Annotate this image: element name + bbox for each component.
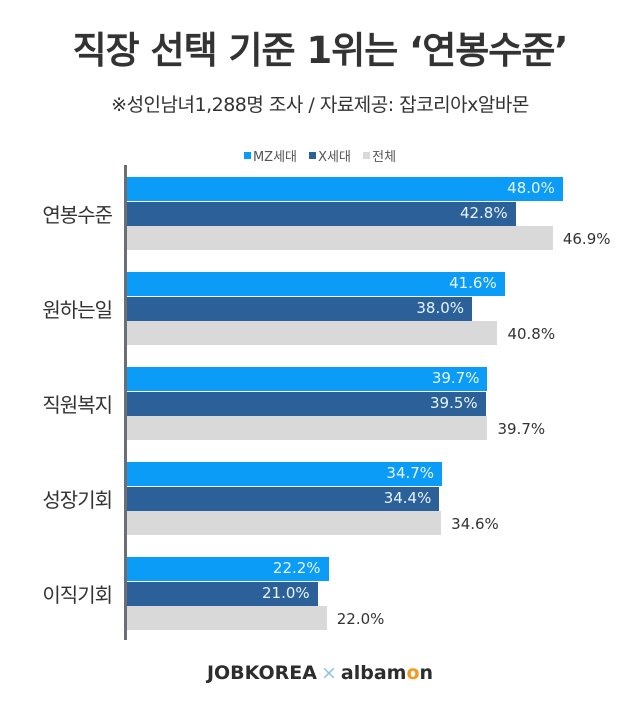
- bar-value-label: 39.5%: [430, 393, 478, 412]
- bar-total: 34.6%: [127, 511, 499, 535]
- bar-value-label: 38.0%: [416, 298, 465, 317]
- legend-label: MZ세대: [252, 150, 297, 165]
- category-label: 원하는일: [42, 298, 113, 322]
- bar-value-label: 22.2%: [272, 559, 321, 577]
- legend: MZ세대 X세대 전체: [0, 146, 640, 165]
- bar-value-label: 39.7%: [497, 420, 546, 438]
- albamon-logo: albamon: [340, 662, 434, 684]
- category-label: 이직기회: [42, 583, 113, 607]
- chart-subtitle: ※성인남녀1,288명 조사 / 자료제공: 잡코리아x알바몬: [111, 94, 529, 116]
- legend-swatch-x: [309, 152, 317, 159]
- bar-value-label: 39.7%: [431, 369, 480, 387]
- bar-value-label: 34.4%: [383, 488, 432, 507]
- legend-item-mz: MZ세대: [243, 146, 297, 165]
- bar-value-label: 41.6%: [449, 274, 497, 292]
- bar-value-label: 40.8%: [507, 325, 556, 343]
- bar-value-label: 34.7%: [386, 464, 435, 482]
- bar-group: 연봉수준 48.0% 42.8% 46.9%: [0, 177, 640, 251]
- jobkorea-logo: JOBKOREA: [206, 662, 317, 684]
- bar-mz: 22.2%: [127, 557, 329, 581]
- legend-label: 전체: [372, 150, 397, 165]
- bar-value-label: 34.6%: [451, 515, 499, 533]
- bar-x: 42.8%: [127, 201, 516, 226]
- bar-mz: 41.6%: [127, 272, 505, 296]
- legend-swatch-mz: [243, 152, 251, 159]
- bar-total: 46.9%: [127, 226, 611, 250]
- bar-total: 39.7%: [127, 416, 545, 440]
- bar-x: 39.5%: [127, 391, 486, 416]
- y-axis-line: [124, 165, 127, 640]
- bar-value-label: 22.0%: [336, 610, 385, 628]
- bar-x: 34.4%: [127, 486, 440, 511]
- bar-group: 이직기회 22.2% 21.0% 22.0%: [0, 557, 640, 631]
- category-label: 연봉수준: [42, 203, 113, 227]
- bar-total: 22.0%: [127, 606, 384, 630]
- bar-group: 원하는일 41.6% 38.0% 40.8%: [0, 272, 640, 346]
- chart-title: 직장 선택 기준 1위는 ‘연봉수준’: [72, 29, 569, 72]
- bar-mz: 48.0%: [127, 177, 563, 201]
- category-label: 직원복지: [42, 393, 113, 417]
- bar-mz: 34.7%: [127, 462, 443, 486]
- bar-total: 40.8%: [127, 321, 555, 345]
- legend-item-total: 전체: [363, 146, 396, 165]
- legend-label: X세대: [318, 150, 351, 165]
- bar-value-label: 48.0%: [507, 179, 555, 197]
- bar-value-label: 42.8%: [459, 203, 508, 222]
- logo-separator: ×: [320, 662, 337, 684]
- bar-group: 성장기회 34.7% 34.4% 34.6%: [0, 462, 640, 536]
- bar-x: 38.0%: [127, 296, 473, 321]
- legend-swatch-total: [363, 152, 371, 159]
- category-label: 성장기회: [42, 488, 113, 512]
- footer-logos: JOBKOREA × albamon: [0, 662, 640, 684]
- bar-mz: 39.7%: [127, 367, 488, 391]
- bar-value-label: 21.0%: [262, 583, 310, 602]
- legend-item-x: X세대: [309, 146, 351, 165]
- bar-group: 직원복지 39.7% 39.5% 39.7%: [0, 367, 640, 441]
- bar-value-label: 46.9%: [562, 230, 611, 248]
- bar-x: 21.0%: [127, 581, 318, 606]
